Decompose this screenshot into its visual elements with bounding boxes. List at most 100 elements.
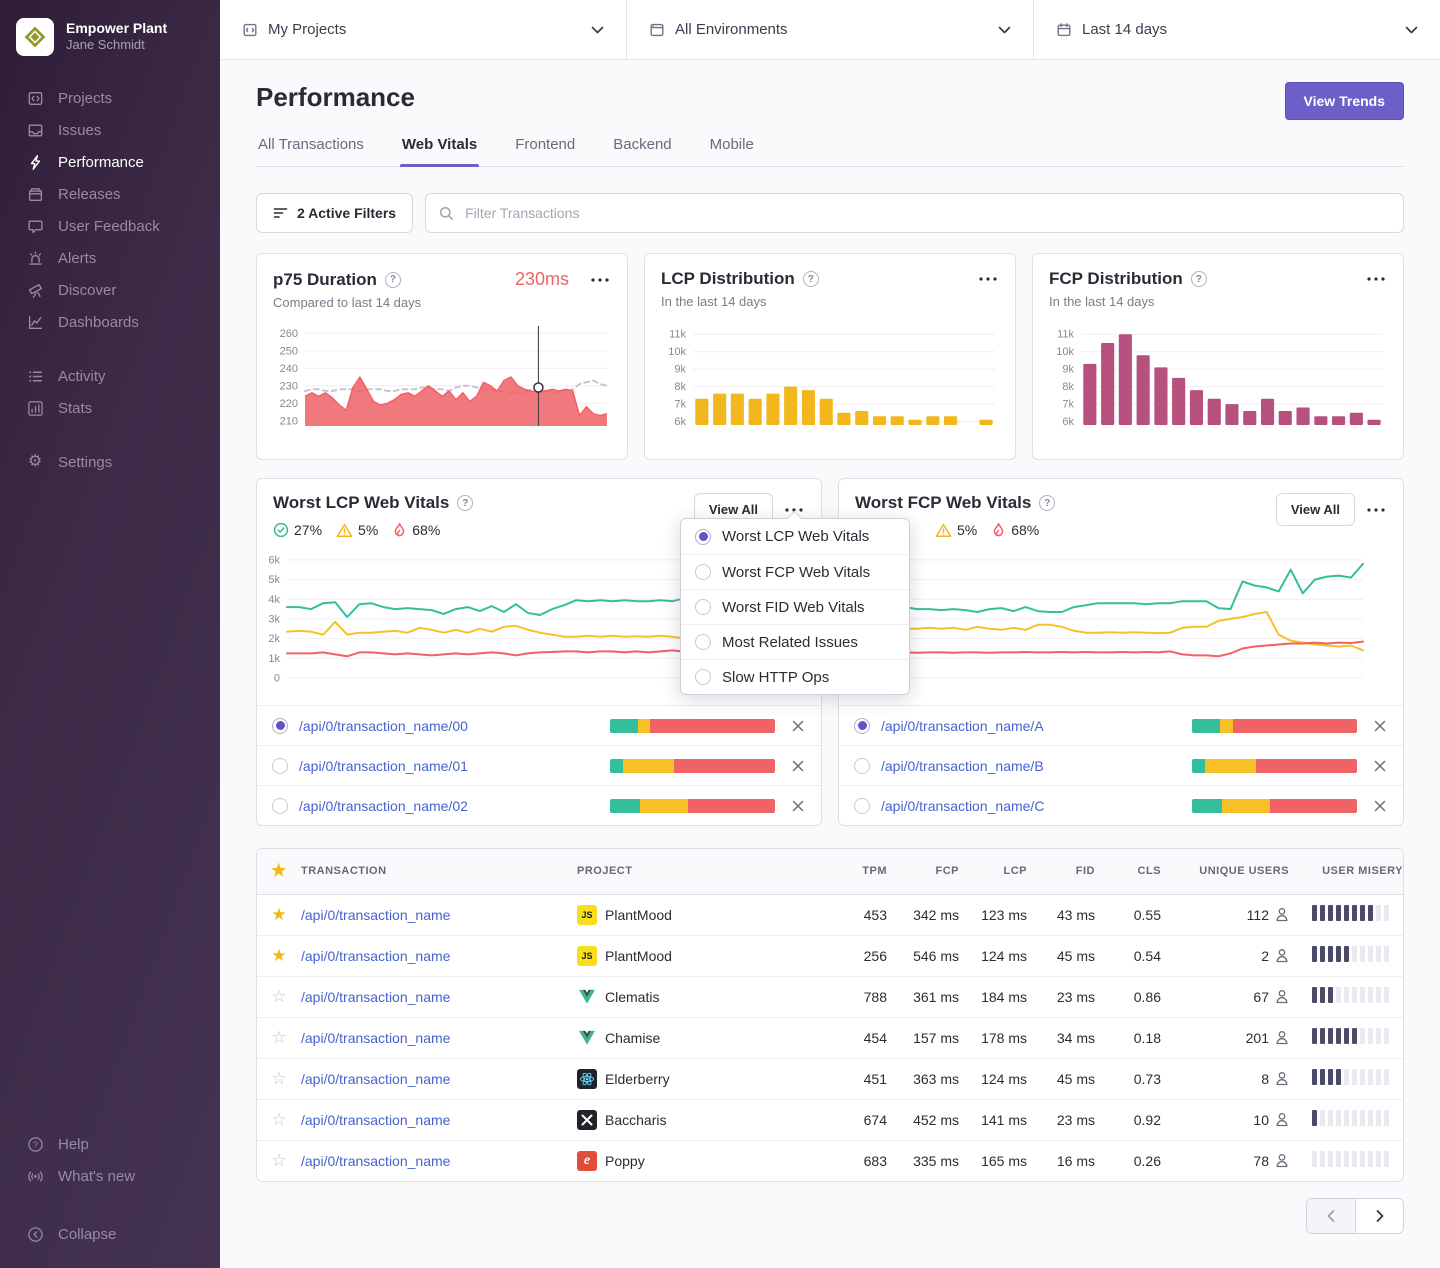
transaction-link[interactable]: /api/0/transaction_name/A — [881, 718, 1181, 734]
sidebar-item-help[interactable]: ? Help — [0, 1128, 220, 1160]
col-cls[interactable]: CLS — [1095, 849, 1161, 894]
transaction-link[interactable]: /api/0/transaction_name/01 — [299, 758, 599, 774]
sidebar-item-projects[interactable]: Projects — [0, 82, 220, 114]
transaction-link[interactable]: /api/0/transaction_name — [301, 1153, 450, 1169]
transaction-link[interactable]: /api/0/transaction_name — [301, 1030, 450, 1046]
close-icon[interactable] — [790, 758, 806, 774]
radio-button[interactable] — [854, 718, 870, 734]
card-menu-button[interactable] — [977, 273, 999, 285]
sidebar-item-performance[interactable]: Performance — [0, 146, 220, 178]
vitals-transaction-row: /api/0/transaction_name/A — [839, 705, 1403, 745]
sidebar-item-whats-new[interactable]: What's new — [0, 1160, 220, 1192]
col-unique-users[interactable]: UNIQUE USERS — [1161, 849, 1289, 894]
table-row: ★/api/0/transaction_nameJSPlantMood45334… — [257, 894, 1403, 935]
transaction-link[interactable]: /api/0/transaction_name/B — [881, 758, 1181, 774]
search-input[interactable] — [463, 204, 1390, 222]
radio-button[interactable] — [854, 798, 870, 814]
transaction-link[interactable]: /api/0/transaction_name — [301, 907, 450, 923]
close-icon[interactable] — [1372, 758, 1388, 774]
transaction-link[interactable]: /api/0/transaction_name — [301, 989, 450, 1005]
fid-value: 45 ms — [1027, 1058, 1095, 1099]
help-circle-icon[interactable]: ? — [385, 272, 401, 288]
card-title: FCP Distribution — [1049, 269, 1183, 289]
sidebar-item-releases[interactable]: Releases — [0, 178, 220, 210]
help-circle-icon[interactable]: ? — [457, 495, 473, 511]
col-user-misery[interactable]: USER MISERY — [1289, 849, 1403, 894]
col-fid[interactable]: FID — [1027, 849, 1095, 894]
transaction-link[interactable]: /api/0/transaction_name — [301, 1112, 450, 1128]
sidebar-item-user-feedback[interactable]: User Feedback — [0, 210, 220, 242]
help-circle-icon[interactable]: ? — [803, 271, 819, 287]
transaction-link[interactable]: /api/0/transaction_name — [301, 948, 450, 964]
menu-item-most-related-issues[interactable]: Most Related Issues — [681, 624, 909, 659]
sidebar: Empower Plant Jane Schmidt Projects Issu… — [0, 0, 220, 1268]
help-circle-icon[interactable]: ? — [1039, 495, 1055, 511]
star-toggle[interactable]: ☆ — [271, 1151, 286, 1170]
vitals-stacked-bar — [610, 719, 775, 733]
col-tpm[interactable]: TPM — [802, 849, 887, 894]
star-toggle[interactable]: ☆ — [271, 987, 286, 1006]
sidebar-item-dashboards[interactable]: Dashboards — [0, 306, 220, 338]
tab-frontend[interactable]: Frontend — [513, 136, 577, 166]
org-switcher[interactable]: Empower Plant Jane Schmidt — [0, 18, 220, 56]
star-toggle[interactable]: ☆ — [271, 1110, 286, 1129]
prev-page-button[interactable] — [1307, 1199, 1355, 1233]
radio-button[interactable] — [272, 758, 288, 774]
help-circle-icon[interactable]: ? — [1191, 271, 1207, 287]
transaction-link[interactable]: /api/0/transaction_name/00 — [299, 718, 599, 734]
user-icon — [1275, 1030, 1289, 1045]
transaction-link[interactable]: /api/0/transaction_name/C — [881, 798, 1181, 814]
card-title: Worst FCP Web Vitals — [855, 493, 1031, 513]
star-toggle[interactable]: ☆ — [271, 1069, 286, 1088]
close-icon[interactable] — [790, 718, 806, 734]
date-range-selector[interactable]: Last 14 days — [1034, 0, 1440, 59]
radio-button[interactable] — [272, 798, 288, 814]
col-transaction[interactable]: TRANSACTION — [301, 849, 577, 894]
col-project[interactable]: PROJECT — [577, 849, 802, 894]
sidebar-collapse-button[interactable]: Collapse — [0, 1218, 220, 1250]
close-icon[interactable] — [1372, 798, 1388, 814]
card-menu-button[interactable] — [1365, 504, 1387, 516]
transaction-link[interactable]: /api/0/transaction_name — [301, 1071, 450, 1087]
project-selector[interactable]: My Projects — [220, 0, 627, 59]
close-icon[interactable] — [790, 798, 806, 814]
active-filters-button[interactable]: 2 Active Filters — [256, 193, 413, 233]
card-menu-button[interactable] — [1365, 273, 1387, 285]
card-menu-button[interactable] — [589, 274, 611, 286]
tab-mobile[interactable]: Mobile — [708, 136, 756, 166]
user-misery-bars — [1312, 1069, 1403, 1085]
star-toggle[interactable]: ★ — [271, 946, 286, 965]
tab-backend[interactable]: Backend — [611, 136, 673, 166]
close-icon[interactable] — [1372, 718, 1388, 734]
menu-item-slow-http-ops[interactable]: Slow HTTP Ops — [681, 659, 909, 694]
environment-selector[interactable]: All Environments — [627, 0, 1034, 59]
sidebar-item-settings[interactable]: ⚙ Settings — [0, 446, 220, 478]
star-toggle[interactable]: ☆ — [271, 1028, 286, 1047]
vitals-stacked-bar — [610, 799, 775, 813]
sidebar-item-label: Stats — [58, 400, 92, 417]
transaction-link[interactable]: /api/0/transaction_name/02 — [299, 798, 599, 814]
menu-item-worst-fid[interactable]: Worst FID Web Vitals — [681, 589, 909, 624]
sidebar-item-label: User Feedback — [58, 218, 160, 235]
next-page-button[interactable] — [1355, 1199, 1403, 1233]
col-fcp[interactable]: FCP — [887, 849, 959, 894]
svg-text:220: 220 — [280, 398, 298, 410]
page-title: Performance — [256, 82, 415, 113]
view-all-button[interactable]: View All — [1276, 493, 1355, 526]
sidebar-item-alerts[interactable]: Alerts — [0, 242, 220, 274]
active-filters-label: 2 Active Filters — [297, 205, 396, 221]
tab-web-vitals[interactable]: Web Vitals — [400, 136, 479, 166]
radio-button[interactable] — [854, 758, 870, 774]
sidebar-item-discover[interactable]: Discover — [0, 274, 220, 306]
sidebar-item-issues[interactable]: Issues — [0, 114, 220, 146]
col-lcp[interactable]: LCP — [959, 849, 1027, 894]
star-toggle[interactable]: ★ — [271, 905, 286, 924]
menu-item-worst-fcp[interactable]: Worst FCP Web Vitals — [681, 554, 909, 589]
header-star-icon[interactable]: ★ — [271, 861, 287, 880]
sidebar-item-activity[interactable]: Activity — [0, 360, 220, 392]
tab-all-transactions[interactable]: All Transactions — [256, 136, 366, 166]
view-trends-button[interactable]: View Trends — [1285, 82, 1404, 120]
radio-button[interactable] — [272, 718, 288, 734]
sidebar-item-stats[interactable]: Stats — [0, 392, 220, 424]
menu-item-worst-lcp[interactable]: Worst LCP Web Vitals — [681, 519, 909, 554]
